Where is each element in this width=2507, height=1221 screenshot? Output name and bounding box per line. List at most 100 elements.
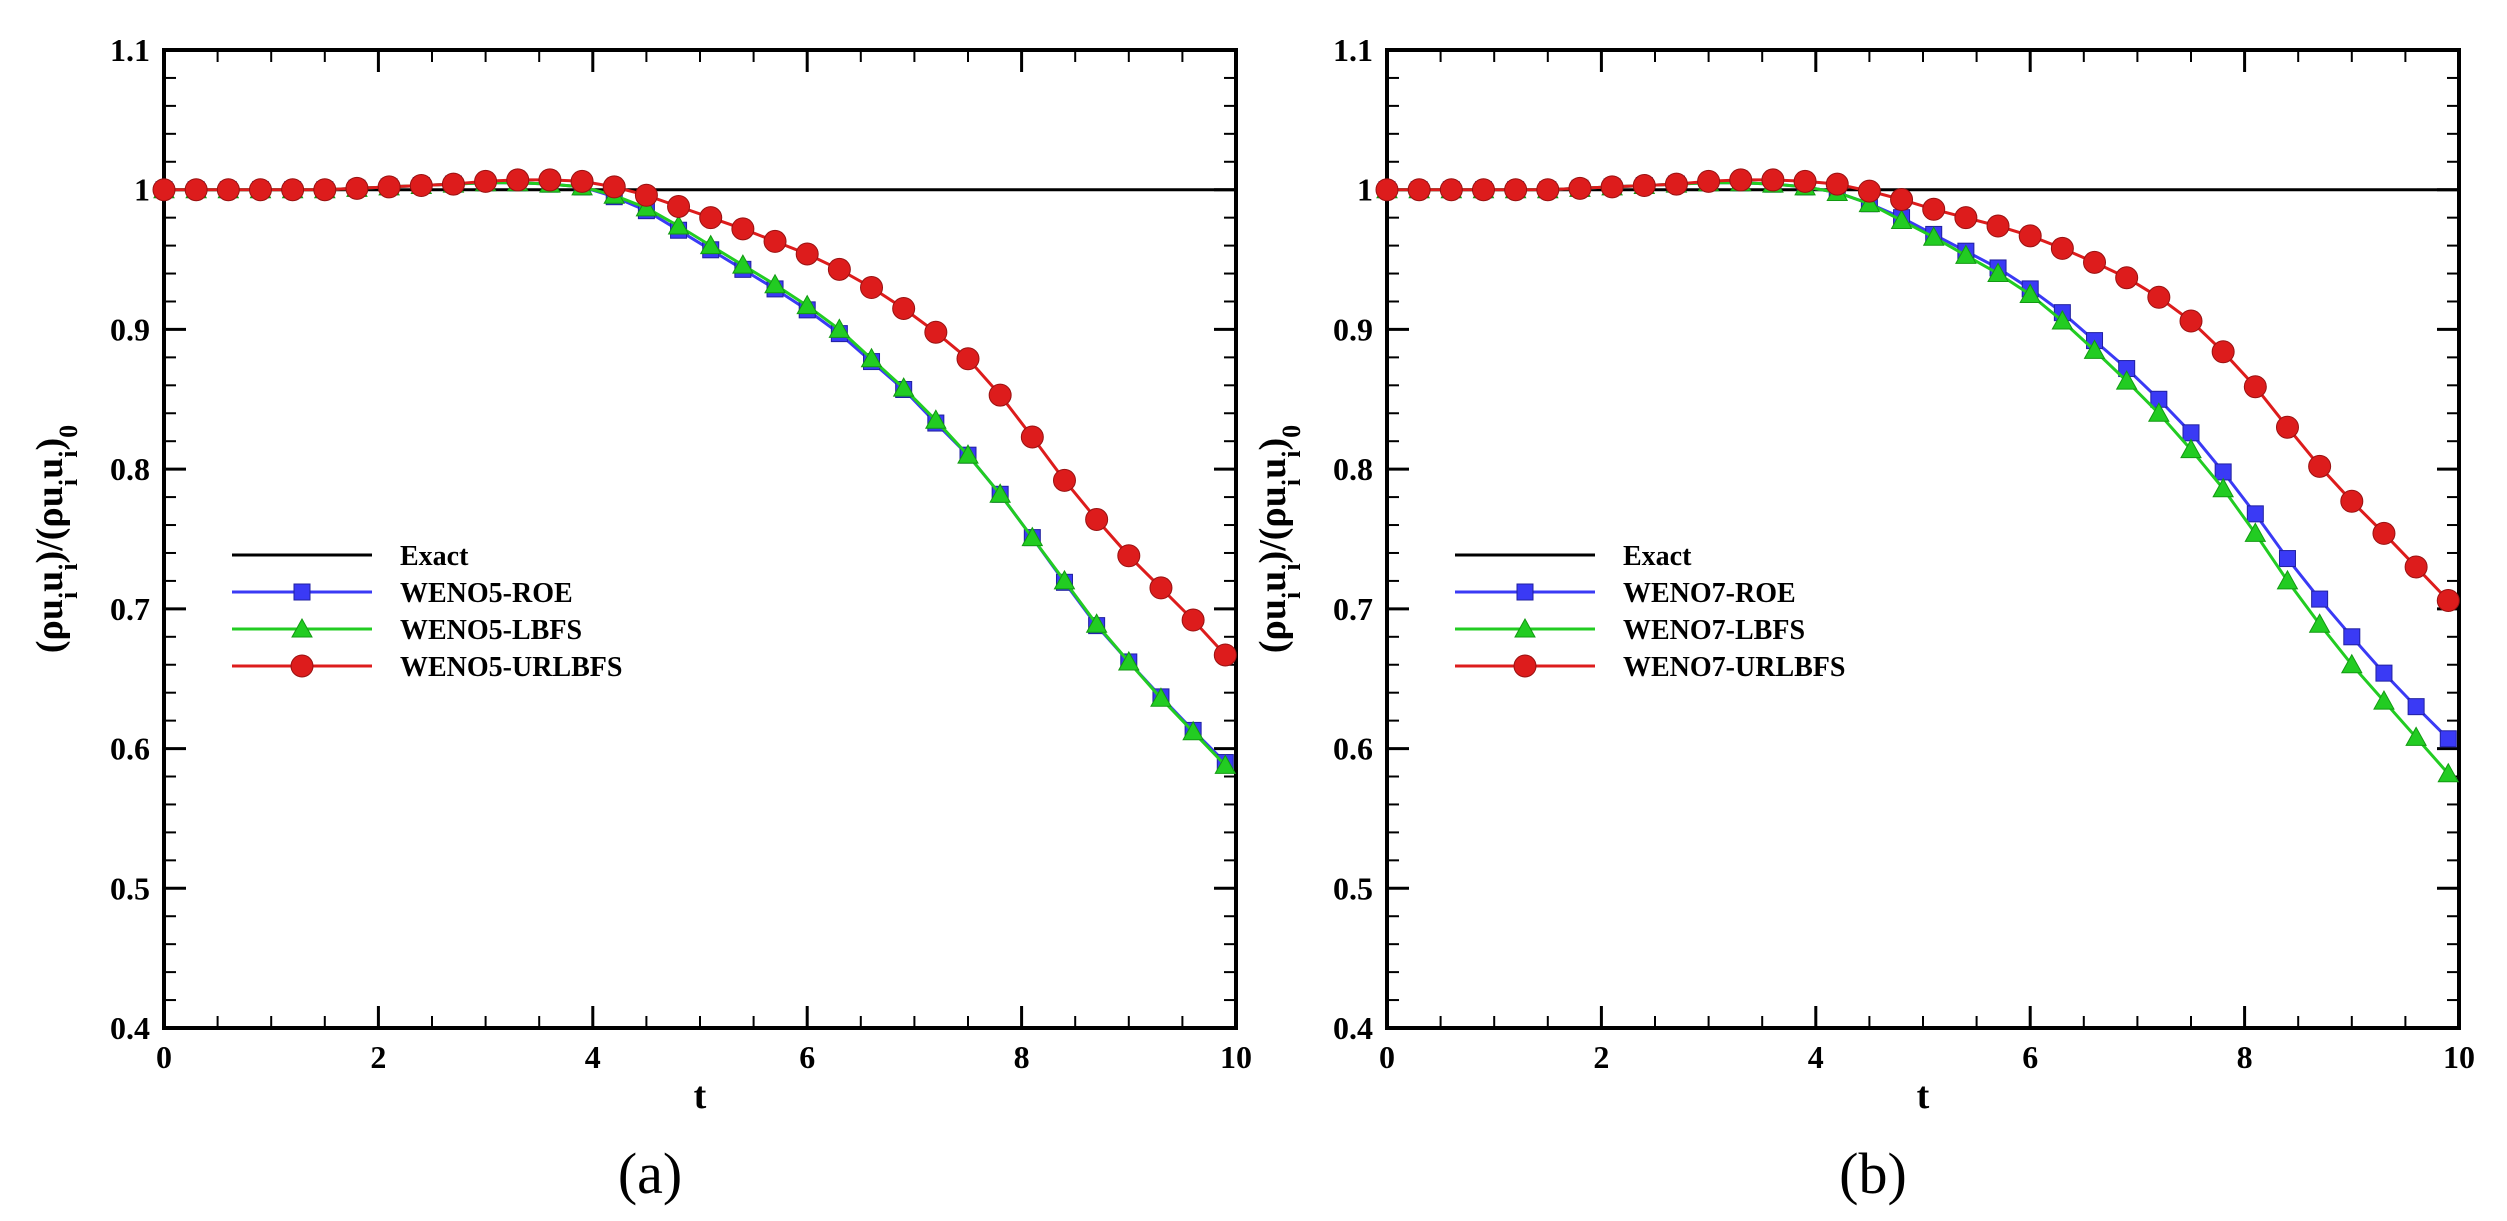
x-tick-label: 6 — [2022, 1039, 2038, 1075]
panel-label: (a) — [618, 1141, 682, 1206]
data-point-weno7-urlbfs — [1600, 175, 1624, 199]
data-point-weno5-lbfs — [764, 273, 786, 294]
legend-label-weno5-urlbfs: WENO5-URLBFS — [400, 652, 622, 683]
data-point-weno5-lbfs — [860, 347, 883, 368]
data-point-weno7-urlbfs — [1536, 178, 1560, 202]
data-point-weno5-lbfs — [989, 483, 1012, 503]
data-point-weno5-urlbfs — [924, 320, 948, 344]
data-point-weno7-urlbfs — [1664, 172, 1688, 196]
x-tick-label: 6 — [799, 1039, 815, 1075]
data-point-weno7-urlbfs — [1793, 169, 1817, 193]
data-point-weno5-urlbfs — [248, 178, 272, 202]
legend-label-weno7-lbfs: WENO7-LBFS — [1623, 615, 1805, 646]
data-point-weno5-urlbfs — [1085, 507, 1109, 531]
x-tick-label: 8 — [1014, 1039, 1030, 1075]
y-tick-label: 0.7 — [1333, 591, 1373, 627]
data-point-weno5-urlbfs — [570, 169, 594, 193]
data-point-weno7-roe — [2439, 730, 2457, 748]
chart-panel-b: 0 2 4 6 8 10 0.4 0.5 0.6 0.7 0.8 0.9 1 1.1 t (ρuiui)/… — [1252, 32, 2475, 1206]
series-layer — [1375, 168, 2460, 783]
data-point-weno7-lbfs — [2373, 690, 2395, 710]
tick-labels: 0 2 4 6 8 10 0.4 0.5 0.6 0.7 0.8 0.9 1 1.1 — [1333, 32, 2475, 1075]
legend-label-weno5-lbfs: WENO5-LBFS — [400, 615, 582, 646]
data-point-weno5-urlbfs — [313, 178, 337, 202]
y-tick-label: 0.5 — [1333, 870, 1373, 906]
legend-label-weno7-urlbfs: WENO7-URLBFS — [1623, 652, 1845, 683]
y-tick-label: 0.9 — [110, 311, 150, 347]
data-point-weno7-urlbfs — [1761, 168, 1785, 192]
data-point-weno7-lbfs — [2051, 310, 2074, 330]
x-axis-title: t — [1917, 1075, 1930, 1117]
data-point-weno5-urlbfs — [1181, 608, 1205, 632]
data-point-weno5-urlbfs — [281, 178, 305, 202]
data-point-weno5-urlbfs — [699, 206, 723, 230]
data-point-weno7-lbfs — [2340, 653, 2363, 674]
data-point-weno7-lbfs — [2180, 438, 2202, 459]
data-point-weno7-lbfs — [1890, 209, 1913, 229]
data-point-weno5-lbfs — [1214, 754, 1237, 774]
data-point-weno7-lbfs — [2019, 283, 2042, 303]
data-point-weno7-roe — [2311, 590, 2329, 608]
legend-label-exact: Exact — [400, 541, 469, 572]
y-tick-label: 1 — [1357, 172, 1373, 208]
data-point-weno7-roe — [2407, 698, 2425, 716]
data-point-weno7-urlbfs — [2018, 224, 2042, 248]
data-point-weno7-urlbfs — [2340, 489, 2364, 513]
legend-label-exact: Exact — [1623, 541, 1692, 572]
data-point-weno5-lbfs — [1117, 650, 1140, 671]
data-point-weno5-urlbfs — [827, 257, 851, 281]
data-point-weno5-lbfs — [892, 377, 915, 397]
data-point-weno7-urlbfs — [1954, 206, 1978, 230]
data-point-weno7-lbfs — [2276, 569, 2299, 590]
data-point-weno5-urlbfs — [731, 217, 755, 241]
data-point-weno7-urlbfs — [2243, 375, 2267, 399]
data-point-weno7-urlbfs — [1471, 178, 1495, 202]
y-tick-label: 0.4 — [1333, 1010, 1373, 1046]
data-point-weno5-urlbfs — [216, 178, 240, 202]
data-point-weno5-urlbfs — [763, 229, 787, 253]
y-tick-label: 0.8 — [1333, 451, 1373, 487]
data-point-weno7-urlbfs — [1504, 178, 1528, 202]
x-tick-label: 10 — [2443, 1039, 2475, 1075]
data-point-weno7-urlbfs — [2179, 309, 2203, 333]
tick-labels: 0 2 4 6 8 10 0.4 0.5 0.6 0.7 0.8 0.9 1 1.1 — [110, 32, 1252, 1075]
data-point-weno7-urlbfs — [2404, 555, 2428, 579]
data-point-weno5-urlbfs — [956, 347, 980, 371]
x-tick-label: 4 — [1808, 1039, 1824, 1075]
data-point-weno7-urlbfs — [1857, 179, 1881, 203]
y-tick-label: 1 — [134, 172, 150, 208]
legend-marker-weno5-lbfs — [291, 617, 313, 638]
data-point-weno7-lbfs — [2308, 613, 2331, 633]
legend-marker-weno5-urlbfs — [290, 654, 314, 678]
data-point-weno5-lbfs — [796, 294, 819, 315]
data-point-weno5-urlbfs — [634, 183, 658, 207]
data-point-weno5-urlbfs — [538, 168, 562, 192]
data-point-weno7-roe — [2182, 424, 2200, 442]
data-point-weno5-urlbfs — [1149, 576, 1173, 600]
data-point-weno5-urlbfs — [1213, 643, 1237, 667]
x-tick-label: 8 — [2237, 1039, 2253, 1075]
data-point-weno5-urlbfs — [441, 172, 465, 196]
data-point-weno7-urlbfs — [1729, 168, 1753, 192]
data-point-weno5-lbfs — [1053, 569, 1076, 590]
data-point-weno5-urlbfs — [409, 174, 433, 198]
data-point-weno7-urlbfs — [1375, 178, 1399, 202]
data-point-weno7-urlbfs — [2083, 250, 2107, 274]
data-point-weno7-roe — [2214, 463, 2232, 481]
y-tick-label: 0.7 — [110, 591, 150, 627]
data-point-weno5-lbfs — [667, 215, 690, 235]
data-point-weno7-lbfs — [1922, 226, 1945, 246]
chart-panel-a: 0 2 4 6 8 10 0.4 0.5 0.6 0.7 0.8 0.9 1 1.1 t (ρuiui)/… — [29, 32, 1252, 1206]
data-point-weno7-urlbfs — [1407, 178, 1431, 202]
y-tick-label: 0.5 — [110, 870, 150, 906]
y-tick-label: 0.6 — [1333, 731, 1373, 767]
data-point-weno7-urlbfs — [1439, 178, 1463, 202]
x-tick-label: 0 — [156, 1039, 172, 1075]
series-line-weno7-urlbfs — [1387, 178, 2450, 602]
data-point-weno7-lbfs — [1987, 262, 2009, 283]
x-tick-label: 2 — [1593, 1039, 1609, 1075]
series-layer — [152, 168, 1237, 774]
data-point-weno5-lbfs — [699, 234, 722, 255]
data-point-weno7-lbfs — [2147, 402, 2170, 422]
